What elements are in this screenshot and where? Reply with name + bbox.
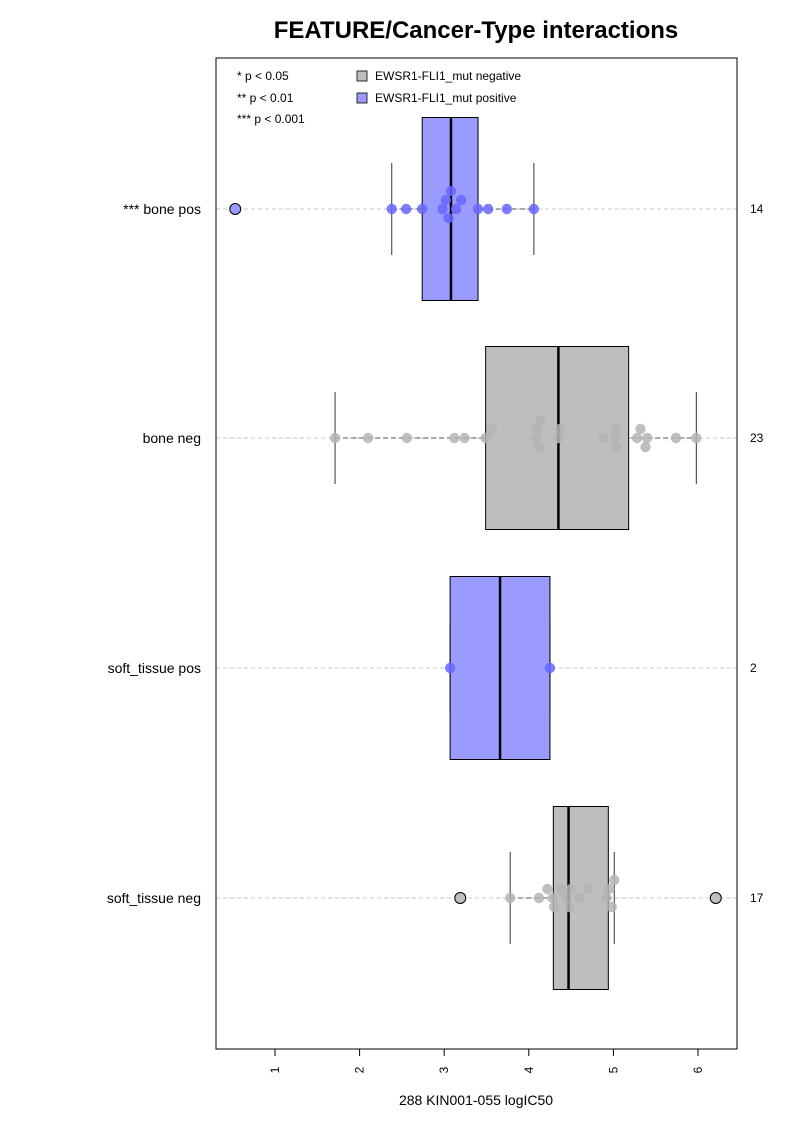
data-point <box>445 185 457 197</box>
data-point <box>555 883 567 895</box>
data-point <box>472 203 484 215</box>
group-labels: *** bone pos bone neg soft_tissue pos soft_… <box>107 201 201 906</box>
x-tick-label: 1 <box>268 1066 282 1073</box>
x-axis-label: 288 KIN001-055 logIC50 <box>399 1092 553 1108</box>
data-point <box>530 432 541 444</box>
data-point <box>609 874 620 886</box>
data-point <box>535 414 546 426</box>
data-point <box>544 662 556 674</box>
data-point <box>486 423 497 435</box>
group-label: soft_tissue neg <box>107 890 201 906</box>
data-point <box>542 883 553 895</box>
data-point <box>482 203 494 215</box>
data-point <box>504 892 516 904</box>
data-point <box>532 423 543 435</box>
data-point <box>635 423 646 435</box>
data-point <box>561 892 573 904</box>
outlier-point <box>454 892 467 904</box>
data-point <box>437 203 448 215</box>
data-point <box>582 883 594 895</box>
data-point <box>603 883 615 895</box>
data-point <box>611 441 622 453</box>
legend-significance-3: *** p < 0.001 <box>237 112 305 126</box>
data-point <box>640 441 651 453</box>
x-tick-label: 3 <box>437 1066 451 1073</box>
data-point <box>440 194 452 206</box>
data-point <box>609 432 621 444</box>
outlier-point <box>709 892 722 904</box>
group-counts: 14 23 2 17 <box>750 202 764 905</box>
data-point <box>610 423 622 435</box>
data-point <box>459 432 470 444</box>
data-point <box>547 892 558 904</box>
group-label: *** bone pos <box>123 201 201 217</box>
data-point <box>564 901 575 913</box>
legend-swatch-positive <box>356 92 368 104</box>
legend-swatch-negative <box>356 70 368 82</box>
data-points <box>229 185 722 913</box>
grid-lines <box>216 208 737 899</box>
legend: * p < 0.05 ** p < 0.01 *** p < 0.001 EWS… <box>237 69 521 126</box>
group-count: 14 <box>750 202 764 216</box>
legend-significance-2: ** p < 0.01 <box>237 91 294 105</box>
data-point <box>417 203 428 215</box>
data-point <box>691 432 702 444</box>
data-point <box>642 432 653 444</box>
data-point <box>670 432 682 444</box>
data-point <box>533 441 545 453</box>
group-count: 23 <box>750 431 764 445</box>
data-point <box>444 662 456 674</box>
group-label: soft_tissue pos <box>108 660 201 676</box>
data-point <box>574 892 585 904</box>
data-point <box>598 432 609 444</box>
legend-label-negative: EWSR1-FLI1_mut negative <box>375 69 521 83</box>
data-point <box>553 432 564 444</box>
chart-title: FEATURE/Cancer-Type interactions <box>274 17 679 44</box>
legend-significance-1: * p < 0.05 <box>237 69 289 83</box>
data-point <box>443 212 454 224</box>
data-point <box>401 432 413 444</box>
x-tick-label: 2 <box>353 1066 367 1073</box>
data-point <box>501 203 513 215</box>
outlier-point <box>229 203 242 215</box>
data-point <box>400 203 412 215</box>
data-point <box>606 901 617 913</box>
data-point <box>548 901 560 913</box>
data-point <box>631 432 643 444</box>
x-axis: 1 2 3 4 5 6 <box>268 1048 705 1073</box>
data-point <box>565 883 577 895</box>
x-tick-label: 4 <box>522 1066 536 1073</box>
data-point <box>386 203 397 215</box>
data-point <box>329 432 341 444</box>
data-point <box>528 203 540 215</box>
data-point <box>480 432 491 444</box>
group-label: bone neg <box>143 430 201 446</box>
data-point <box>450 203 462 215</box>
group-count: 2 <box>750 661 757 675</box>
x-tick-label: 5 <box>606 1066 620 1073</box>
group-count: 17 <box>750 891 764 905</box>
legend-label-positive: EWSR1-FLI1_mut positive <box>375 91 517 105</box>
boxplots <box>334 117 697 990</box>
data-point <box>449 432 460 444</box>
data-point <box>362 432 374 444</box>
data-point <box>554 423 566 435</box>
data-point <box>455 194 467 206</box>
data-point <box>601 892 612 904</box>
x-tick-label: 6 <box>691 1066 705 1073</box>
data-point <box>533 892 545 904</box>
